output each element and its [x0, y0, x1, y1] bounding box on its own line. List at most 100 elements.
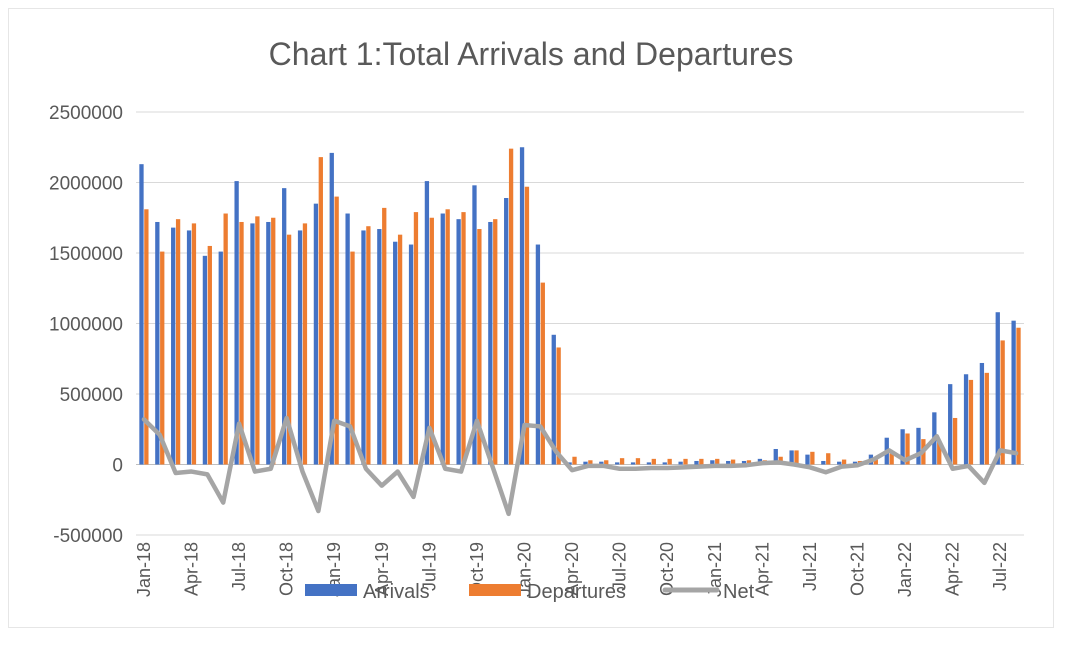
x-tick-label: Jan-22: [895, 542, 915, 597]
y-tick-label: 2500000: [49, 103, 123, 124]
legend-departures: Departures: [469, 581, 626, 603]
y-tick-label: 500000: [60, 385, 123, 406]
departures-bar: [493, 219, 498, 465]
departures-bar: [826, 453, 831, 465]
arrivals-bar: [678, 461, 683, 465]
arrivals-bar: [440, 213, 445, 465]
departures-bar: [397, 234, 403, 465]
departures-bar: [952, 417, 958, 465]
departures-bar: [191, 223, 197, 465]
legend-arrivals: Arrivals: [305, 581, 430, 603]
departures-bar: [318, 157, 323, 465]
x-tick-label: Jan-19: [324, 542, 344, 597]
arrivals-bar: [329, 152, 334, 465]
y-tick-label: 1000000: [49, 315, 123, 336]
arrivals-bar: [361, 230, 366, 465]
y-axis-labels: 2500000 2000000 1500000 1000000 500000 0 -5000…: [49, 103, 123, 547]
x-tick-label: Jul-21: [800, 542, 820, 591]
departures-bar: [175, 219, 181, 465]
legend: Arrivals Departures Net: [305, 581, 755, 603]
departures-bar: [144, 209, 149, 465]
arrivals-bar: [1011, 320, 1016, 465]
arrivals-bar: [297, 230, 303, 465]
legend-label: Net: [723, 581, 755, 603]
departures-bar: [413, 212, 419, 465]
arrivals-bar: [694, 460, 699, 465]
departures-bar: [683, 458, 688, 465]
departures-bar: [255, 216, 260, 465]
legend-label: Arrivals: [363, 581, 430, 603]
departures-bar: [350, 251, 355, 465]
x-tick-label: Jan-18: [134, 542, 154, 597]
departures-bar: [730, 459, 736, 465]
arrivals-bar: [313, 203, 319, 465]
departures-bar: [540, 282, 545, 465]
departures-bar: [302, 223, 308, 465]
arrivals-bar: [535, 244, 541, 465]
net-line-layer: [141, 415, 1019, 517]
x-tick-label: Jan-21: [705, 542, 725, 597]
y-tick-label: 0: [112, 456, 123, 477]
arrivals-bar: [250, 223, 255, 465]
departures-bar: [635, 458, 641, 465]
arrivals-bar: [726, 460, 731, 465]
arrivals-bar: [916, 427, 921, 465]
departures-bar: [524, 186, 530, 465]
departures-bar: [984, 372, 989, 465]
departures-bar: [223, 213, 228, 465]
x-tick-label: Oct-20: [657, 542, 677, 596]
departures-bar: [572, 456, 577, 465]
y-tick-label: 1500000: [49, 244, 123, 265]
arrivals-bar: [995, 312, 1000, 465]
departures-bar: [286, 234, 292, 465]
departures-bar: [461, 212, 466, 465]
departures-bar: [604, 460, 609, 465]
arrivals-bar: [615, 462, 620, 465]
arrivals-bar: [472, 185, 477, 465]
arrivals-bar: [837, 461, 842, 465]
departures-bar: [429, 217, 434, 465]
departures-bar: [715, 458, 720, 465]
departures-bar: [366, 226, 371, 465]
x-tick-label: Jul-22: [990, 542, 1010, 591]
arrivals-bar: [948, 384, 953, 465]
arrivals-bar: [979, 362, 985, 465]
x-tick-label: Apr-19: [372, 542, 392, 596]
arrivals-bar: [504, 198, 509, 465]
x-tick-label: Oct-21: [848, 542, 868, 596]
departures-bar: [477, 229, 482, 465]
arrivals-bar: [202, 255, 208, 465]
arrivals-bar: [171, 227, 176, 465]
bars: [139, 147, 1021, 465]
departures-bar: [160, 251, 165, 465]
arrivals-bar: [139, 164, 144, 465]
x-axis-labels: Jan-18 Apr-18 Jul-18 Oct-18 Jan-19 Apr-19 Jul-…: [134, 542, 1010, 597]
arrivals-bar: [599, 461, 604, 465]
arrivals-bar: [266, 221, 271, 465]
arrivals-bar: [377, 229, 382, 465]
arrivals-bar: [567, 462, 572, 465]
x-tick-label: Jul-20: [610, 542, 630, 591]
arrivals-bar: [821, 460, 826, 465]
arrivals-bar: [773, 448, 778, 465]
departures-bar: [905, 433, 910, 465]
legend-net: Net: [662, 581, 755, 603]
departures-bar: [841, 459, 847, 465]
arrivals-bar: [519, 147, 525, 465]
chart-svg: Chart 1:Total Arrivals and Departures 25…: [49, 36, 1024, 603]
departures-bar: [699, 458, 704, 465]
departures-bar: [873, 459, 878, 465]
departures-bar: [1000, 340, 1005, 465]
arrivals-bar: [186, 230, 192, 465]
arrivals-bar: [900, 429, 905, 465]
legend-swatch: [469, 584, 521, 596]
departures-bar: [588, 460, 593, 465]
departures-bar: [810, 451, 815, 465]
arrivals-bar: [646, 462, 652, 465]
departures-bar: [937, 440, 942, 465]
arrivals-bar: [710, 460, 715, 465]
departures-bar: [271, 217, 276, 465]
arrivals-bar: [408, 244, 414, 465]
arrivals-bar: [789, 450, 794, 465]
arrivals-bar: [630, 462, 636, 465]
